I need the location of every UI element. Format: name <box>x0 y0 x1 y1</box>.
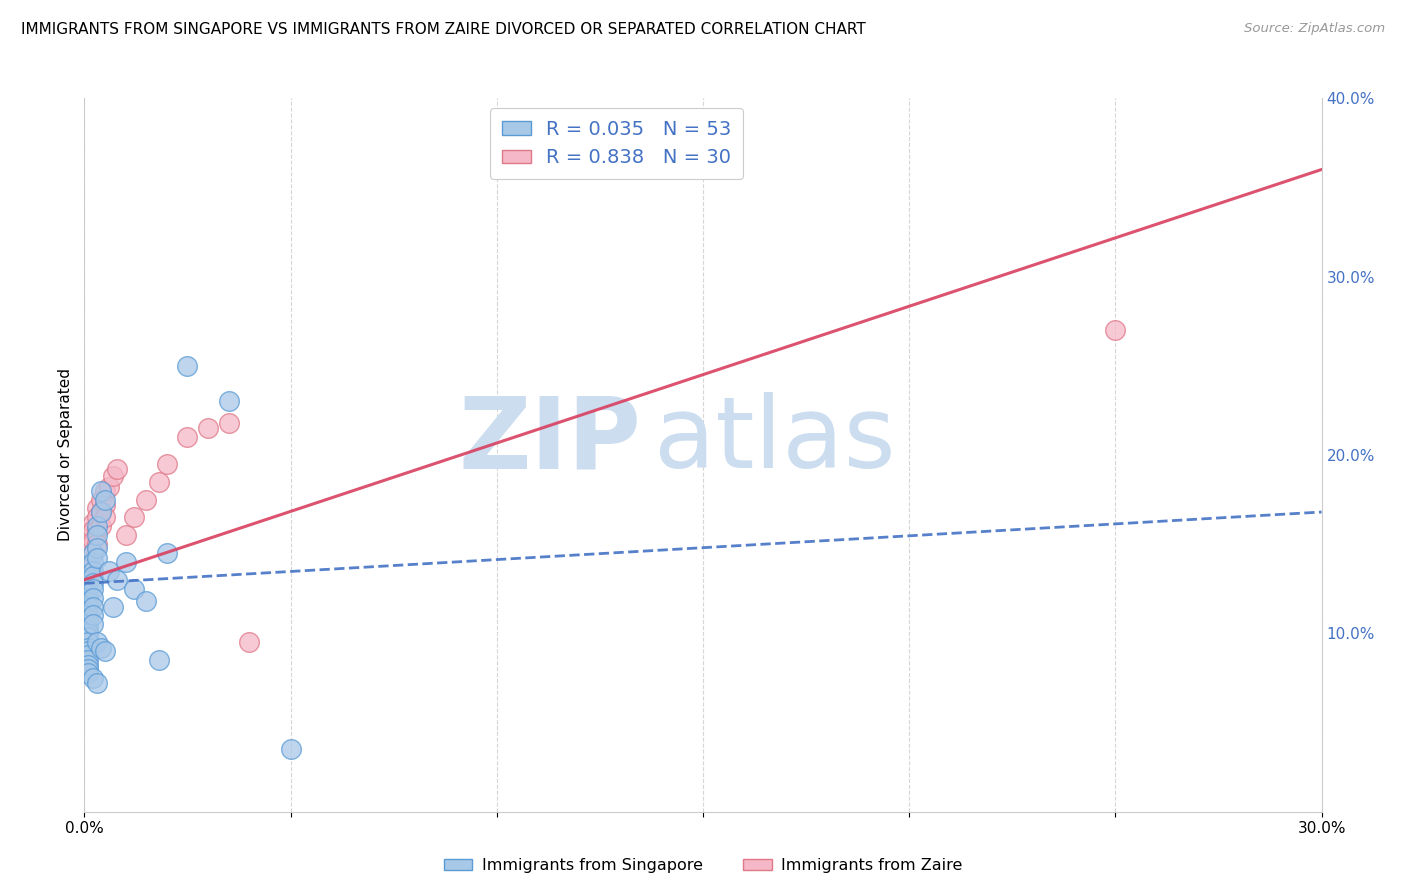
Text: Source: ZipAtlas.com: Source: ZipAtlas.com <box>1244 22 1385 36</box>
Point <box>82 576 104 591</box>
Point <box>218 394 240 409</box>
Point <box>77 599 100 614</box>
Point <box>82 523 104 537</box>
Point <box>148 475 170 489</box>
Point <box>86 519 108 533</box>
Legend: Immigrants from Singapore, Immigrants from Zaire: Immigrants from Singapore, Immigrants fr… <box>437 852 969 880</box>
Point <box>90 505 112 519</box>
Point <box>77 605 100 619</box>
Point <box>77 665 100 680</box>
Point <box>105 462 128 476</box>
Text: ZIP: ZIP <box>458 392 641 489</box>
Point <box>86 528 108 542</box>
Point <box>82 516 104 530</box>
Point <box>94 498 117 512</box>
Point <box>82 564 104 578</box>
Point <box>77 635 100 649</box>
Legend: R = 0.035   N = 53, R = 0.838   N = 30: R = 0.035 N = 53, R = 0.838 N = 30 <box>491 108 744 179</box>
Point <box>77 662 100 676</box>
Point <box>77 640 100 655</box>
Point <box>86 523 108 537</box>
Point <box>114 528 136 542</box>
Point <box>148 653 170 667</box>
Point <box>86 635 108 649</box>
Point <box>77 648 100 662</box>
Point <box>86 541 108 555</box>
Point <box>82 533 104 548</box>
Point <box>280 742 302 756</box>
Point <box>77 626 100 640</box>
Point <box>114 555 136 569</box>
Point <box>82 671 104 685</box>
Point <box>77 594 100 608</box>
Point <box>90 492 112 507</box>
Point <box>98 564 121 578</box>
Point <box>94 644 117 658</box>
Point <box>122 510 145 524</box>
Point <box>82 582 104 596</box>
Point <box>176 359 198 373</box>
Point <box>82 546 104 560</box>
Point <box>176 430 198 444</box>
Point <box>86 676 108 690</box>
Point <box>77 653 100 667</box>
Point <box>94 510 117 524</box>
Point <box>94 492 117 507</box>
Point <box>105 573 128 587</box>
Point <box>77 617 100 632</box>
Point <box>103 469 125 483</box>
Point <box>86 510 108 524</box>
Point <box>77 555 100 569</box>
Point <box>77 612 100 626</box>
Point <box>86 551 108 566</box>
Point <box>1104 323 1126 337</box>
Point <box>135 492 157 507</box>
Point <box>86 501 108 516</box>
Point <box>82 546 104 560</box>
Point <box>82 569 104 583</box>
Point <box>90 640 112 655</box>
Point <box>82 555 104 569</box>
Text: atlas: atlas <box>654 392 896 489</box>
Point <box>218 416 240 430</box>
Point <box>77 608 100 623</box>
Point <box>98 480 121 494</box>
Y-axis label: Divorced or Separated: Divorced or Separated <box>58 368 73 541</box>
Point <box>122 582 145 596</box>
Point <box>82 608 104 623</box>
Point <box>77 528 100 542</box>
Point <box>77 582 100 596</box>
Point <box>82 599 104 614</box>
Point <box>90 483 112 498</box>
Point <box>77 630 100 644</box>
Point <box>77 644 100 658</box>
Point <box>103 599 125 614</box>
Text: IMMIGRANTS FROM SINGAPORE VS IMMIGRANTS FROM ZAIRE DIVORCED OR SEPARATED CORRELA: IMMIGRANTS FROM SINGAPORE VS IMMIGRANTS … <box>21 22 866 37</box>
Point <box>94 483 117 498</box>
Point <box>238 635 260 649</box>
Point <box>77 541 100 555</box>
Point <box>90 519 112 533</box>
Point <box>77 623 100 637</box>
Point <box>77 658 100 673</box>
Point <box>197 421 219 435</box>
Point <box>77 573 100 587</box>
Point <box>90 505 112 519</box>
Point <box>156 457 179 471</box>
Point <box>82 617 104 632</box>
Point <box>135 594 157 608</box>
Point <box>156 546 179 560</box>
Point <box>77 591 100 605</box>
Point <box>82 591 104 605</box>
Point <box>86 537 108 551</box>
